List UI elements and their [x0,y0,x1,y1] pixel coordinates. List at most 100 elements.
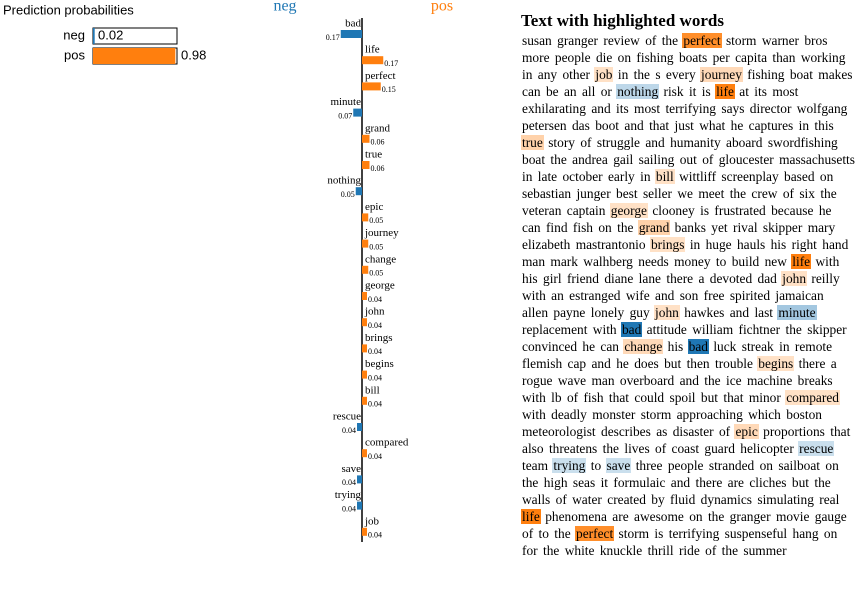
word: in [617,67,629,82]
word: s [655,67,661,82]
word: grand [637,220,671,235]
feature-label: compared [365,437,409,449]
word: formulaic [613,475,666,490]
word: stranded [708,458,755,473]
word: of [655,441,667,456]
word: storm [618,526,650,541]
word: man [522,254,546,269]
word: to [715,254,727,269]
word: does [634,356,659,371]
word: mary [807,220,836,235]
word: his [522,271,538,286]
word: water [572,492,602,507]
word: gloucester [718,152,774,167]
word: monster [592,407,636,422]
word: most [634,101,661,116]
feature-label: george [365,280,395,292]
feature-label: save [341,463,361,475]
word: das [571,118,590,133]
bar [362,134,370,143]
word: storm [725,33,757,48]
word: threatens [548,441,598,456]
word: can [600,339,619,354]
word: susan [522,33,552,48]
word: suspenseful [724,526,788,541]
word: any [537,67,558,82]
word: jamaican [775,288,824,303]
word: overboard [619,373,675,388]
word: is [700,203,710,218]
bar [362,396,367,405]
word: that [649,118,670,133]
word: life [791,254,812,269]
word: payne [553,305,586,320]
word: on [759,458,773,473]
bar [362,56,384,65]
word: spoil [669,390,696,405]
word: of [782,186,794,201]
word: die [595,50,613,65]
word: of [555,492,567,507]
word: story [548,135,575,150]
bar [362,161,370,169]
word: per [712,50,730,65]
word: simulating [757,492,814,507]
word: its [616,101,629,116]
word: boat [522,152,546,167]
word: skipper [807,322,847,337]
value-label: 0.04 [368,347,382,356]
word: fichtner [738,322,781,337]
word: the [542,543,560,558]
word: john [781,271,808,286]
feature-label: grand [365,122,391,134]
word: in [522,169,533,184]
word: lives [624,441,650,456]
word: granger [557,33,599,48]
feature-label: change [365,253,396,265]
word: bros [804,33,828,48]
word: coast [671,441,700,456]
word: for [522,543,538,558]
word: friend [566,271,599,286]
word: begins [757,356,795,371]
word: devoted [709,271,753,286]
word: movie [775,509,810,524]
word: boat [789,67,813,82]
word: can [522,220,541,235]
word: most [772,84,799,99]
word: convinced [522,339,578,354]
word: working [800,50,846,65]
word: luck [713,339,737,354]
word: true [521,135,544,150]
word: hawkes [684,305,725,320]
word: helicopter [740,441,794,456]
word: nothing [616,84,660,99]
word: and [679,373,699,388]
word: aboard [726,135,763,150]
word: on [617,50,632,65]
word: on [825,458,839,473]
word: humanity [670,135,721,150]
bar [362,449,367,458]
word: with [815,254,840,269]
word: wife [625,288,650,303]
word: warner [761,33,799,48]
word: or [600,84,612,99]
word: early [607,169,635,184]
word: the [820,186,837,201]
word: huge [705,237,732,252]
bar [362,265,369,274]
word: we [677,186,693,201]
bar [355,187,362,196]
value-label: 0.04 [342,504,356,513]
word: meet [698,186,725,201]
word: and [655,288,675,303]
word: in [640,169,651,184]
word: change [623,339,664,354]
word: walhberg [583,254,633,269]
word: rescue [798,441,835,456]
word: six [799,186,815,201]
word: three [635,458,663,473]
word: job [594,67,614,82]
word: in [522,67,533,82]
